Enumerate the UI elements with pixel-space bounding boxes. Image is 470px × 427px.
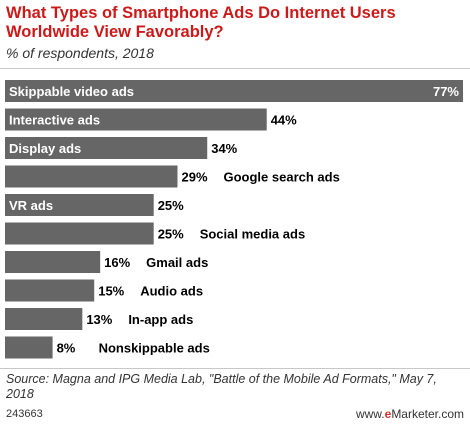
- chart-id: 243663: [6, 408, 43, 420]
- category-label: Social media ads: [200, 227, 306, 242]
- bar-skippable-video-ads: [5, 80, 463, 102]
- category-label: Gmail ads: [146, 255, 208, 270]
- value-label: 44%: [271, 113, 297, 128]
- bar-google-search-ads: [5, 165, 178, 188]
- bar-interactive-ads: [5, 108, 267, 131]
- bar-gmail-ads: [5, 251, 101, 273]
- top-divider: [0, 68, 470, 69]
- category-label: Skippable video ads: [9, 84, 134, 99]
- brand-logo: www.eMarketer.com: [355, 407, 464, 421]
- bar-chart: Skippable video ads 77% Interactive ads 44%…: [5, 80, 463, 359]
- category-label: Display ads: [9, 141, 81, 156]
- chart-subtitle: % of respondents, 2018: [6, 45, 154, 61]
- value-label: 13%: [86, 312, 112, 327]
- bottom-divider: [0, 368, 470, 369]
- bar-audio-ads: [5, 279, 95, 302]
- value-label: 8%: [57, 341, 76, 356]
- bar-social-media-ads: [5, 222, 154, 245]
- value-label: 25%: [158, 227, 184, 242]
- value-label: 16%: [104, 255, 130, 270]
- bar-in-app-ads: [5, 308, 83, 330]
- value-label: 25%: [158, 198, 184, 213]
- chart-title: What Types of Smartphone Ads Do Internet…: [6, 4, 396, 41]
- bar-display-ads: [5, 137, 208, 159]
- value-label: 34%: [211, 141, 237, 156]
- value-label: 15%: [98, 284, 124, 299]
- category-label: Google search ads: [223, 170, 339, 185]
- category-label: Nonskippable ads: [99, 341, 210, 356]
- bar-vr-ads: [5, 194, 154, 216]
- bar-nonskippable-ads: [5, 336, 53, 359]
- category-label: Interactive ads: [9, 113, 100, 128]
- category-label: Audio ads: [140, 284, 203, 299]
- category-label: In-app ads: [128, 312, 193, 327]
- category-label: VR ads: [9, 198, 53, 213]
- source-note: Source: Magna and IPG Media Lab, "Battle…: [6, 372, 437, 401]
- value-label: 77%: [433, 84, 459, 99]
- value-label: 29%: [181, 170, 207, 185]
